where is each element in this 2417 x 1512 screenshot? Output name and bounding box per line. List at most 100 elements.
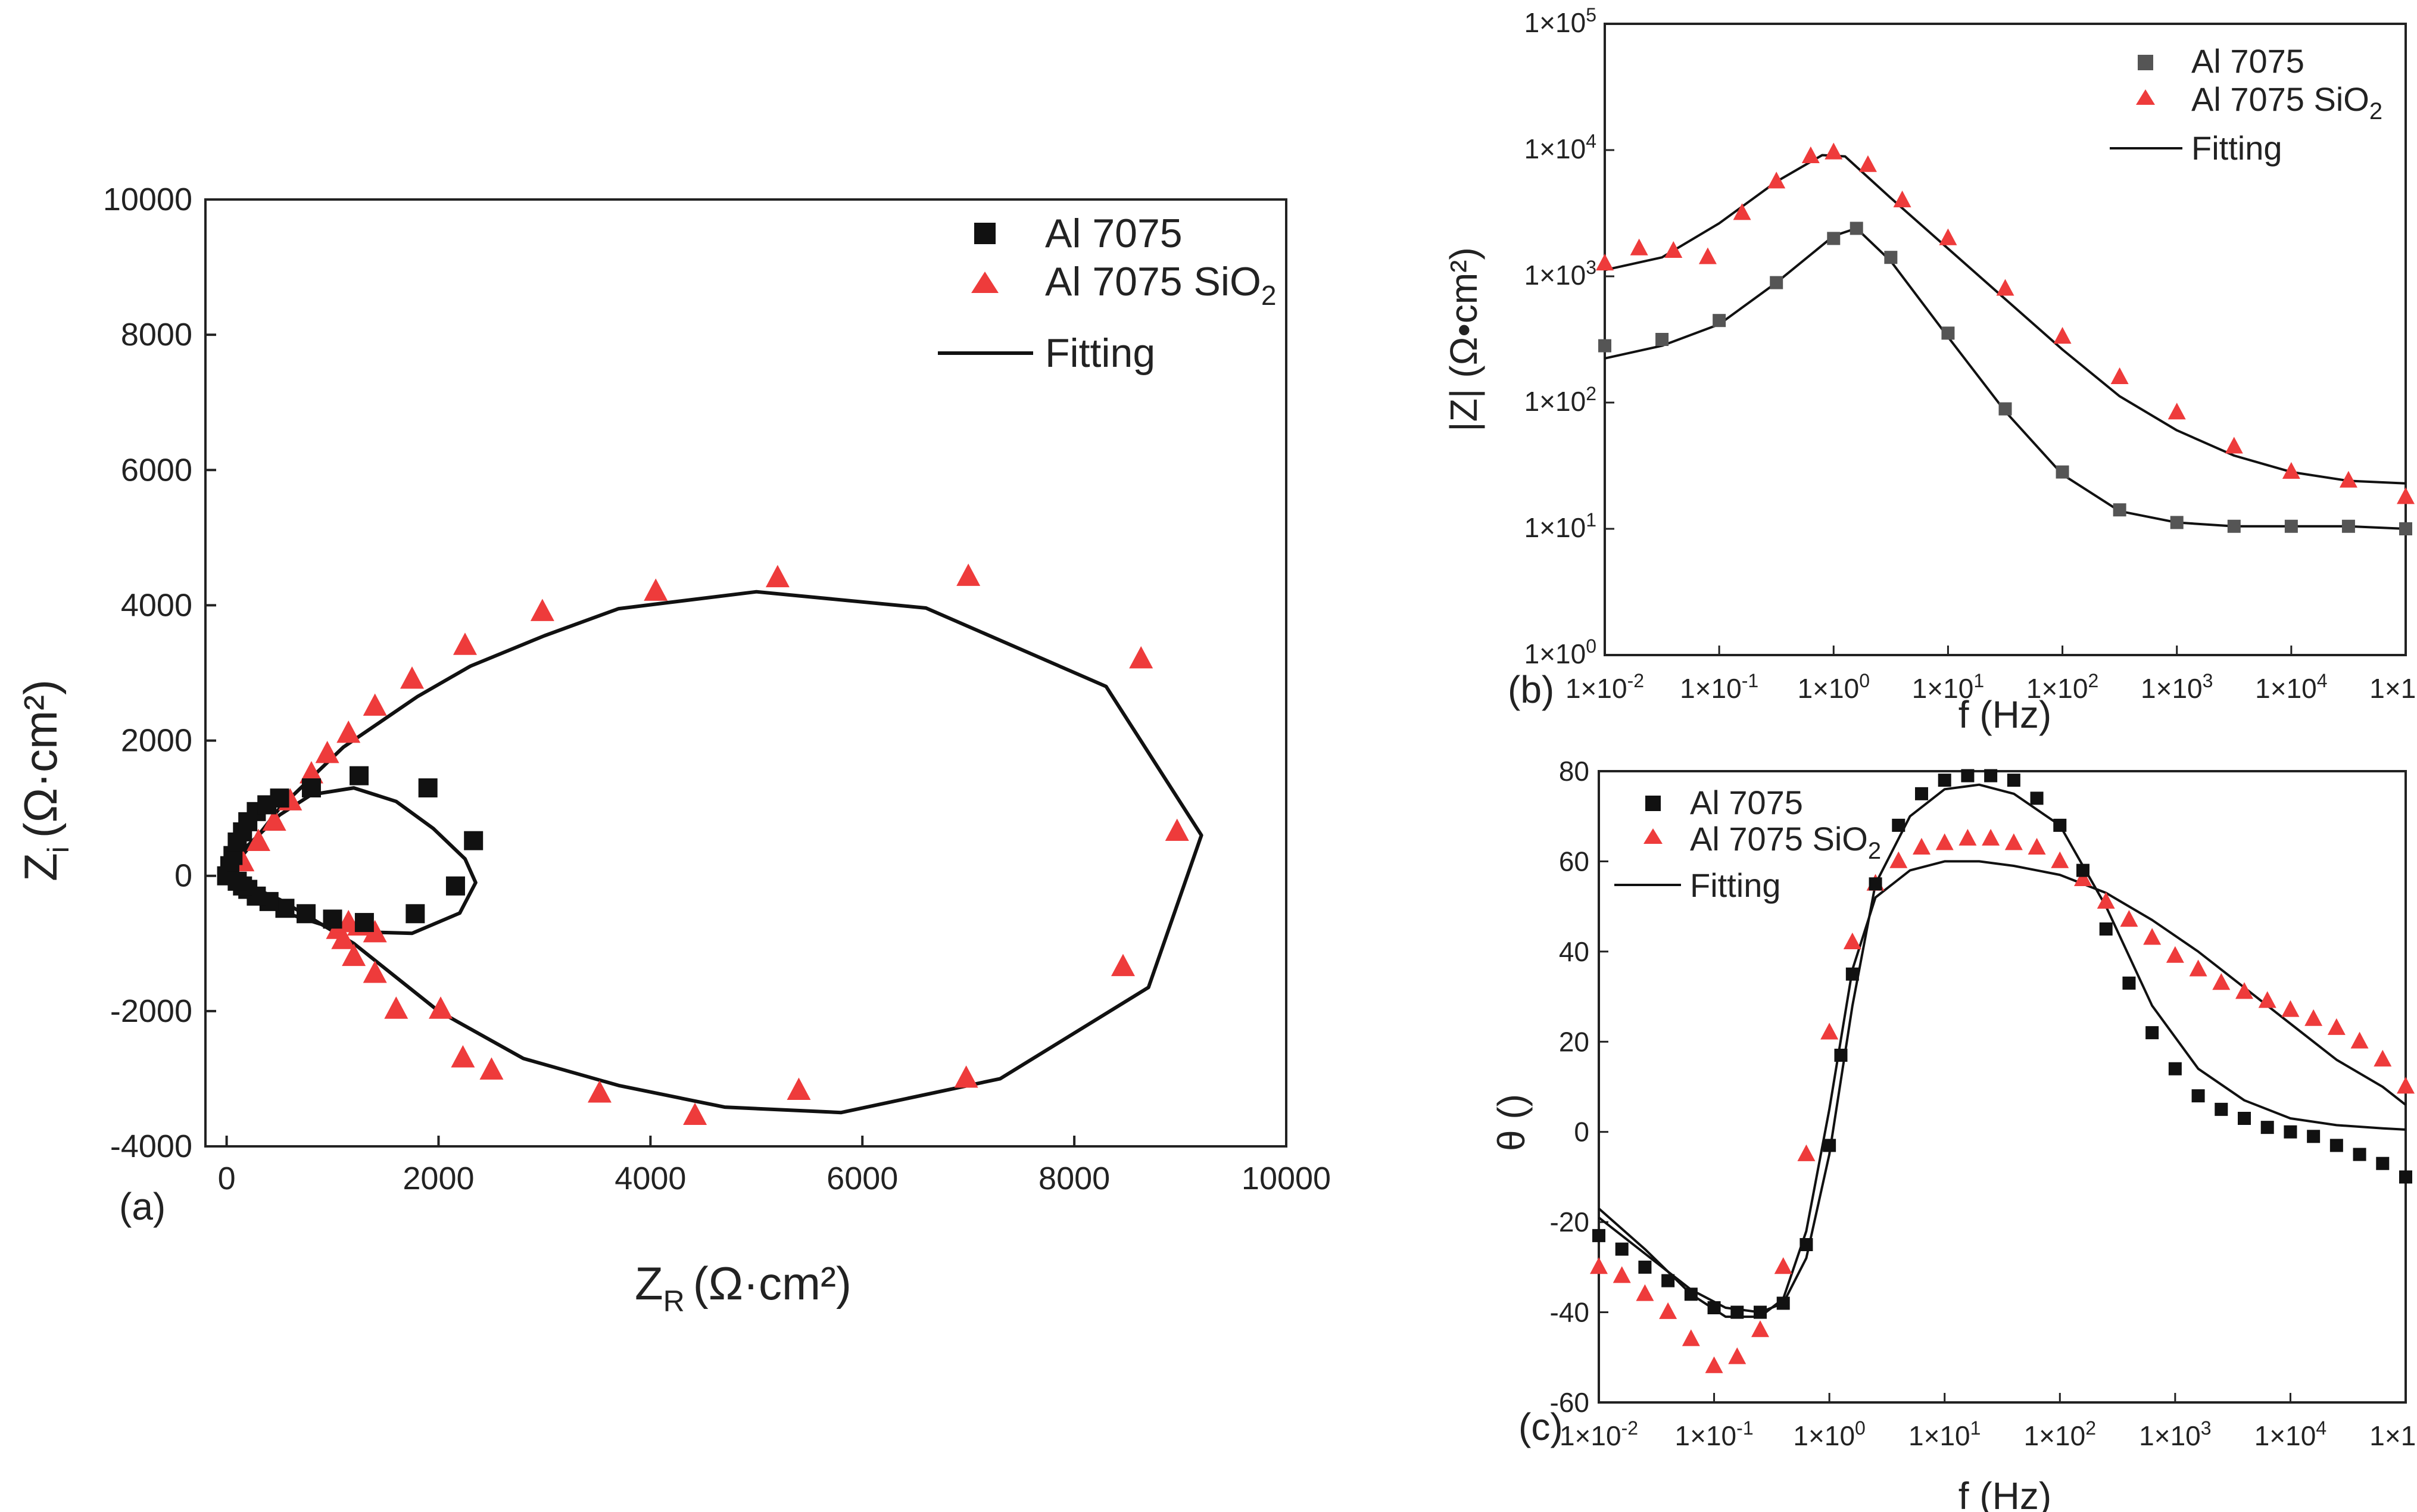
point-al7075 (418, 778, 438, 798)
point-al7075-sio2 (315, 740, 339, 763)
point-al7075-sio2 (2074, 869, 2092, 887)
point-al7075 (1827, 232, 1841, 245)
plot-a-legend: Al 7075 Al 7075 SiO2 Fitting (938, 211, 1276, 376)
point-al7075-sio2 (1843, 932, 1861, 950)
point-al7075 (2284, 1125, 2297, 1139)
point-al7075-sio2 (2051, 851, 2069, 868)
legend-a-fit-label: Fitting (1045, 331, 1155, 376)
plot-c-ylabel: θ () (1490, 1094, 1533, 1151)
plot-a-ylabel: Zi (Ω·cm²) (14, 679, 75, 881)
point-al7075 (2007, 774, 2020, 787)
legend-b-sio2-marker (2136, 89, 2155, 105)
legend-b-sio2-main: Al 7075 SiO (2191, 80, 2369, 118)
point-al7075 (1770, 276, 1783, 289)
point-al7075-sio2 (384, 996, 408, 1019)
point-al7075 (1869, 877, 1882, 891)
plot-a-xlabel-main: Z (635, 1257, 663, 1310)
point-al7075-sio2 (1659, 1302, 1677, 1319)
point-al7075 (1845, 967, 1859, 981)
legend-b-al7075-label: Al 7075 (2191, 42, 2304, 80)
nyquist-plot: 0 2000 4000 6000 8000 10000 -4000 -2000 0 2000 400… (14, 182, 1331, 1318)
legend-a-sio2-sub: 2 (1261, 280, 1277, 311)
point-al7075 (406, 904, 425, 924)
plot-a-xtick-label: 8000 (1038, 1161, 1110, 1196)
point-al7075-sio2 (363, 919, 387, 943)
point-al7075 (2145, 1026, 2159, 1040)
plot-b-data-points (1596, 142, 2415, 535)
fit-line-al7075-sio2 (1598, 860, 2407, 1318)
point-al7075 (1850, 222, 1863, 235)
point-al7075-sio2 (1165, 818, 1189, 841)
plot-b-ytick-label: 1×104 (1524, 130, 1596, 164)
point-al7075 (2307, 1130, 2321, 1143)
point-al7075 (1800, 1238, 1813, 1251)
point-al7075-sio2 (1958, 828, 1977, 846)
plot-a-frame (204, 198, 1287, 1148)
point-al7075 (2099, 922, 2113, 936)
point-al7075-sio2 (2167, 403, 2186, 420)
point-al7075-sio2 (2053, 327, 2072, 344)
point-al7075 (2056, 465, 2069, 479)
legend-c-sio2-label: Al 7075 SiO2 (1690, 820, 1881, 864)
panel-label-c: (c) (1518, 1405, 1563, 1448)
legend-b-al7075-marker (2138, 55, 2153, 70)
plot-c-ytick-label: -40 (1550, 1297, 1589, 1328)
point-al7075-sio2 (1935, 833, 1954, 850)
plot-a-xtick-label: 2000 (403, 1161, 474, 1196)
point-al7075-sio2 (587, 1080, 612, 1103)
plot-a-ylabel-sub: i (42, 846, 75, 853)
panel-label-b: (b) (1508, 668, 1554, 711)
point-al7075-sio2 (1590, 1257, 1608, 1274)
legend-a-al7075-label: Al 7075 (1045, 211, 1183, 256)
plot-a-xtick-label: 0 (218, 1161, 236, 1196)
point-al7075-sio2 (2304, 1009, 2323, 1026)
point-al7075-sio2 (683, 1102, 707, 1126)
point-al7075-sio2 (2120, 910, 2138, 927)
plot-b-ytick-label: 1×105 (1524, 4, 1596, 38)
plot-a-ylabel-main: Z (14, 853, 67, 881)
point-al7075 (1713, 314, 1726, 328)
plot-a-ytick-label: 0 (174, 858, 192, 894)
plot-c-xtick-label: 1×105 (2369, 1417, 2417, 1451)
point-al7075 (2191, 1089, 2205, 1103)
point-al7075-sio2 (2225, 437, 2243, 454)
plot-a-ytick-label: 6000 (121, 452, 192, 488)
point-al7075-sio2 (2374, 1049, 2392, 1067)
point-al7075 (297, 904, 316, 924)
point-al7075-sio2 (1801, 146, 1820, 163)
plot-a-ylabel-unit: (Ω·cm²) (14, 679, 67, 838)
point-al7075-sio2 (2397, 487, 2415, 504)
plot-b-xlabel: f (Hz) (1958, 693, 2051, 736)
panel-label-a: (a) (119, 1185, 166, 1228)
point-al7075-sio2 (2212, 973, 2231, 990)
point-al7075-sio2 (2339, 470, 2357, 488)
fit-line-al7075-sio2 (225, 590, 1203, 1115)
plot-c-ticks: 1×10-2 1×10-1 1×100 1×101 1×102 1×103 1×104 1×1… (1550, 756, 2417, 1451)
point-al7075-sio2 (1705, 1356, 1723, 1373)
point-al7075-sio2 (1613, 1266, 1631, 1283)
point-al7075 (1998, 402, 2012, 416)
point-al7075-sio2 (2235, 982, 2253, 999)
plot-a-ytick-label: -2000 (110, 993, 192, 1029)
point-al7075-sio2 (1129, 646, 1153, 669)
point-al7075-sio2 (342, 943, 366, 967)
plot-b-fit-lines (1604, 154, 2406, 530)
legend-a-sio2-main: Al 7075 SiO (1045, 259, 1261, 304)
point-al7075-sio2 (2189, 959, 2207, 977)
point-al7075 (2215, 1102, 2228, 1116)
point-al7075-sio2 (765, 565, 790, 588)
point-al7075-sio2 (1664, 241, 1683, 258)
point-al7075 (1615, 1242, 1629, 1256)
plot-c-xtick-label: 1×10-2 (1560, 1417, 1638, 1451)
plot-c-xtick-label: 1×104 (2254, 1417, 2326, 1451)
point-al7075-sio2 (246, 828, 270, 852)
point-al7075 (1961, 769, 1975, 783)
plot-a-ytick-label: 8000 (121, 317, 192, 353)
plot-c-xtick-label: 1×102 (2024, 1417, 2096, 1451)
point-al7075 (2284, 519, 2298, 533)
bode-phase-plot: 1×10-2 1×10-1 1×100 1×101 1×102 1×103 1×104 1×1… (1490, 756, 2417, 1512)
point-al7075 (1592, 1229, 1605, 1242)
point-al7075 (2030, 791, 2044, 805)
point-al7075-sio2 (262, 808, 286, 831)
